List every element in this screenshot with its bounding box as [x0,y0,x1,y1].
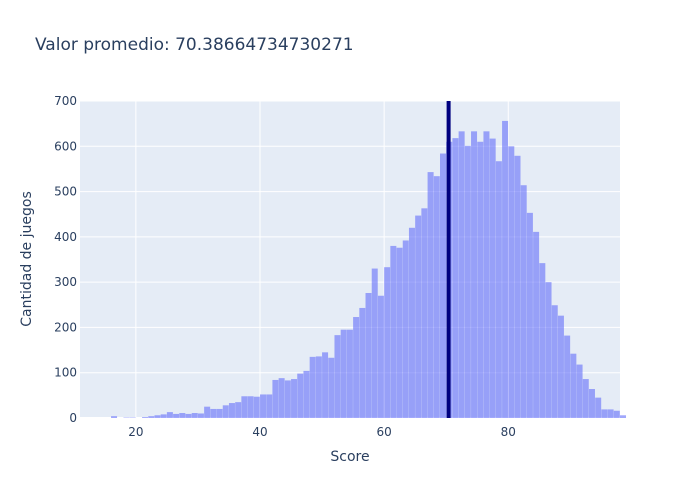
histogram-bar [197,413,204,418]
histogram-bar [533,231,540,418]
histogram-bar [576,364,583,418]
histogram-bar [520,185,527,418]
histogram-bar [266,394,273,418]
histogram-bar [620,415,627,418]
x-tick-label: 80 [501,425,516,439]
histogram-bar [346,329,353,418]
histogram-bar [551,305,558,418]
histogram-bar [421,208,428,418]
y-tick-label: 400 [54,230,77,244]
histogram-bar [415,215,422,418]
histogram-bar [303,370,310,418]
histogram-bar [272,379,279,418]
histogram-bar [340,329,347,418]
y-axis-ticks: 0 100 200 300 400 500 600 700 [54,94,77,425]
histogram-bar [210,408,217,418]
histogram-bar [247,396,254,418]
histogram-bar [471,131,478,418]
y-axis-title: Cantidad de juegos [19,191,35,326]
histogram-bar [588,389,595,418]
x-axis-title: Score [330,449,369,465]
y-tick-label: 500 [54,185,77,199]
x-tick-label: 40 [252,425,267,439]
x-tick-label: 20 [128,425,143,439]
histogram-bar [613,410,620,418]
histogram-bar [216,408,223,418]
histogram-bar [278,378,285,418]
histogram-bar [284,380,291,418]
histogram-bar [458,131,465,418]
histogram-bar [396,247,403,418]
histogram-bar [408,227,415,418]
histogram-bar [377,295,384,418]
histogram-bar [365,293,372,418]
histogram-bar [477,141,484,418]
histogram-bar [235,402,242,418]
histogram-bar [260,394,267,418]
histogram-bar [322,352,329,418]
histogram-bar [353,317,360,418]
histogram-bar [191,413,198,418]
histogram-bar [253,396,260,418]
histogram-bar [148,416,155,418]
histogram-bar [440,153,447,418]
x-axis-ticks: 20 40 60 80 [128,425,516,439]
histogram-bar [334,335,341,418]
histogram-bar [111,416,118,418]
histogram-bar [228,403,235,418]
histogram-bar [384,267,391,418]
histogram-bar [564,335,571,418]
histogram-bar [173,413,180,418]
x-tick-label: 60 [376,425,391,439]
histogram-bar [328,357,335,418]
histogram-bar [582,379,589,418]
histogram-bar [502,120,509,418]
histogram-bar [433,176,440,418]
y-tick-label: 0 [69,411,77,425]
histogram-bar [526,212,533,418]
histogram-bar [607,409,614,418]
histogram-bar [309,356,316,418]
histogram-bar [514,155,521,418]
histogram-bar [539,263,546,418]
histogram-bar [315,356,322,418]
histogram-bar [464,145,471,418]
histogram-bar [570,353,577,418]
histogram-bar [557,315,564,418]
histogram-bar [452,138,459,419]
histogram-bar [179,413,186,418]
histogram-bar [160,414,167,418]
histogram-bar [601,409,608,418]
histogram-bar [142,417,149,418]
y-tick-label: 600 [54,139,77,153]
histogram-bar [359,307,366,418]
histogram-bar [241,396,248,418]
histogram-bar [371,268,378,418]
histogram-bar [483,131,490,418]
histogram-bar [204,406,211,418]
histogram-bar [154,415,161,418]
histogram-bar [495,161,502,419]
histogram-bar [595,397,602,418]
y-tick-label: 700 [54,94,77,108]
y-tick-label: 300 [54,275,77,289]
histogram-bar [545,282,552,418]
histogram-bar [489,138,496,418]
histogram-bar [390,245,397,418]
histogram-bar [508,146,515,419]
histogram-bar [291,379,298,418]
histogram-bar [166,412,173,418]
histogram-bar [402,240,409,418]
histogram-bar [427,172,434,418]
y-tick-label: 200 [54,320,77,334]
histogram-bar [185,413,192,418]
chart-title: Valor promedio: 70.38664734730271 [35,35,354,55]
histogram-bar [297,373,304,418]
histogram-bar [222,405,229,418]
y-tick-label: 100 [54,366,77,380]
